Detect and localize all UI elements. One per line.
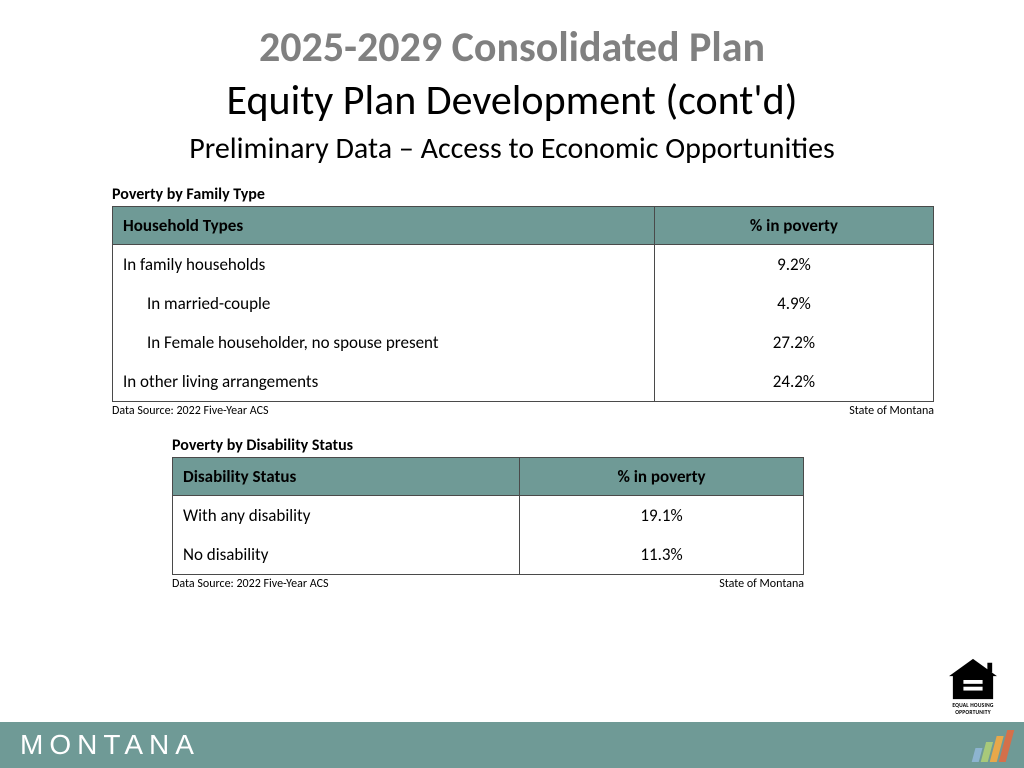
table1-header-col2: % in poverty	[654, 207, 933, 245]
row-value: 9.2%	[654, 245, 933, 285]
table2-title: Poverty by Disability Status	[172, 436, 804, 455]
equal-housing-logo: EQUAL HOUSING OPPORTUNITY	[944, 657, 1002, 716]
poverty-disability-section: Poverty by Disability Status Disability …	[172, 436, 804, 591]
row-label: No disability	[173, 535, 520, 575]
table1-source: Data Source: 2022 Five-Year ACS	[112, 404, 269, 418]
poverty-family-type-table: Household Types % in poverty In family h…	[112, 206, 934, 402]
table2-region: State of Montana	[719, 577, 804, 591]
table-row: With any disability 19.1%	[173, 496, 804, 536]
row-label: In family households	[113, 245, 655, 285]
footer-bar: MONTANA	[0, 722, 1024, 768]
table1-footer: Data Source: 2022 Five-Year ACS State of…	[112, 404, 934, 418]
table2-header-col2: % in poverty	[520, 458, 804, 496]
table-row: In other living arrangements 24.2%	[113, 362, 934, 402]
table1-header-col1: Household Types	[113, 207, 655, 245]
poverty-disability-table: Disability Status % in poverty With any …	[172, 457, 804, 575]
row-value: 27.2%	[654, 323, 933, 362]
table1-region: State of Montana	[849, 404, 934, 418]
table2-footer: Data Source: 2022 Five-Year ACS State of…	[172, 577, 804, 591]
main-title: 2025-2029 Consolidated Plan	[0, 22, 1024, 73]
eho-text-line1: EQUAL HOUSING	[944, 704, 1002, 710]
table2-header-col1: Disability Status	[173, 458, 520, 496]
table2-source: Data Source: 2022 Five-Year ACS	[172, 577, 329, 591]
house-icon	[944, 657, 1002, 703]
slide-header: 2025-2029 Consolidated Plan Equity Plan …	[0, 0, 1024, 167]
montana-brand: MONTANA	[20, 729, 200, 761]
row-label: In married-couple	[113, 284, 655, 323]
subheading: Preliminary Data – Access to Economic Op…	[0, 130, 1024, 167]
subtitle: Equity Plan Development (cont'd)	[0, 75, 1024, 126]
row-value: 4.9%	[654, 284, 933, 323]
table-row: In married-couple 4.9%	[113, 284, 934, 323]
table-row: No disability 11.3%	[173, 535, 804, 575]
row-value: 11.3%	[520, 535, 804, 575]
row-label: In other living arrangements	[113, 362, 655, 402]
table1-title: Poverty by Family Type	[112, 185, 934, 204]
row-label: With any disability	[173, 496, 520, 536]
poverty-family-type-section: Poverty by Family Type Household Types %…	[112, 185, 934, 418]
table-row: In Female householder, no spouse present…	[113, 323, 934, 362]
table-row: In family households 9.2%	[113, 245, 934, 285]
row-label: In Female householder, no spouse present	[113, 323, 655, 362]
row-value: 19.1%	[520, 496, 804, 536]
eho-text-line2: OPPORTUNITY	[944, 711, 1002, 717]
row-value: 24.2%	[654, 362, 933, 402]
